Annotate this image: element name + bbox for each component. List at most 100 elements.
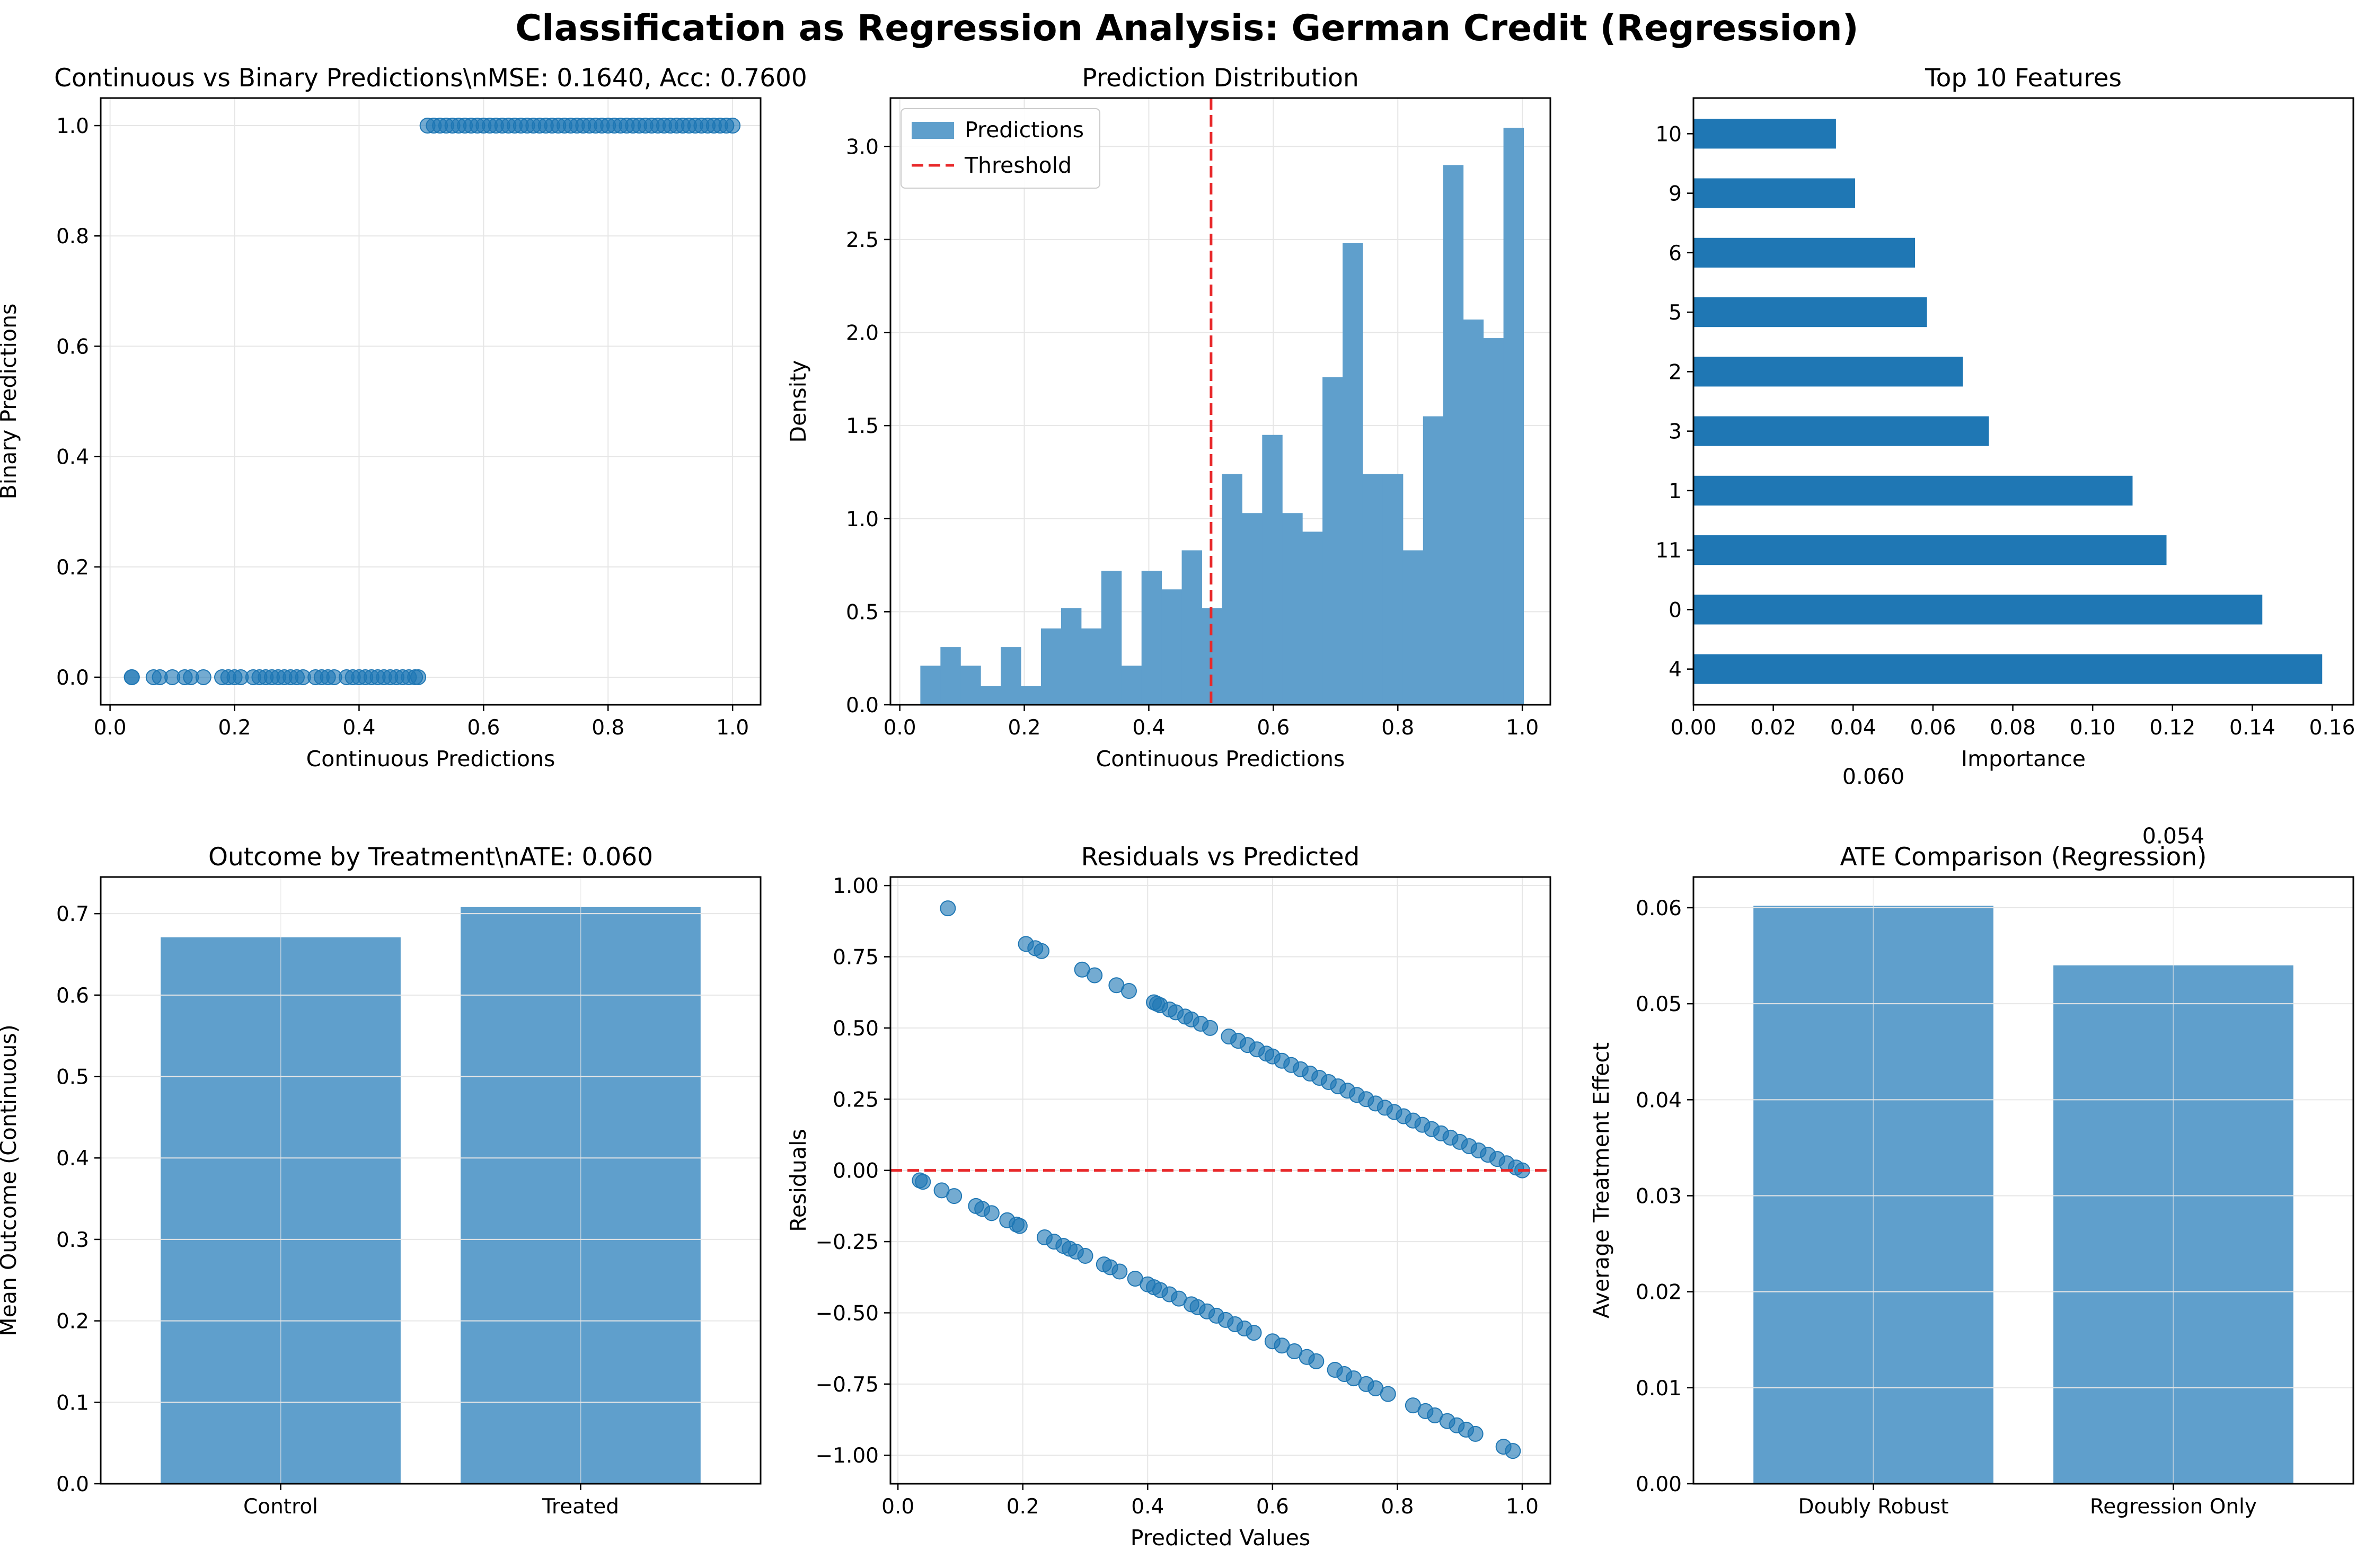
plot-prediction-distribution-bin — [960, 666, 981, 705]
plot-top-features-xtick: 0.12 — [2149, 705, 2195, 740]
plot-top-features-ytick-label: 2 — [1669, 360, 1682, 384]
plot-ate-comparison-ytick: 0.02 — [1636, 1281, 1693, 1305]
plot-continuous-vs-binary-xtick: 0.6 — [467, 705, 500, 740]
plot-top-features-bar — [1693, 654, 2323, 684]
plot-continuous-vs-binary-xtick-label: 0.0 — [94, 716, 127, 740]
plot-top-features-ytick-label: 3 — [1669, 420, 1682, 444]
plot-residuals-vs-predicted-point — [946, 1188, 963, 1204]
plot-ate-comparison-ytick: 0.06 — [1636, 897, 1693, 920]
plot-residuals-vs-predicted-point — [1246, 1325, 1262, 1341]
plot-prediction-distribution-ytick: 1.5 — [846, 414, 890, 438]
plot-continuous-vs-binary-xlabel: Continuous Predictions — [306, 746, 555, 772]
plot-residuals-vs-predicted-frame — [889, 876, 1551, 1485]
plot-residuals-vs-predicted-ytick: 0.00 — [833, 1159, 890, 1183]
plot-prediction-distribution-xtick: 0.8 — [1381, 705, 1414, 740]
plot-prediction-distribution-bin — [1423, 416, 1444, 705]
plot-residuals-vs-predicted-ylabel: Residuals — [786, 1129, 811, 1232]
plot-prediction-distribution-bin — [1181, 550, 1202, 705]
plot-prediction-distribution-ytick-label: 2.0 — [846, 322, 879, 346]
plot-top-features-ytick-label: 11 — [1655, 539, 1682, 563]
figure-title: Classification as Regression Analysis: G… — [515, 7, 1859, 49]
plot-residuals-vs-predicted-point — [1380, 1386, 1396, 1402]
plot-top-features-bar — [1693, 297, 1927, 327]
plot-top-features-xtick: 0.04 — [1830, 705, 1876, 740]
plot-residuals-vs-predicted-ytick-label: −1.00 — [815, 1444, 879, 1468]
plot-prediction-distribution-bin — [920, 666, 941, 705]
plot-outcome-by-treatment-ytick: 0.2 — [56, 1310, 101, 1334]
plot-ate-comparison-ytick: 0.01 — [1636, 1377, 1693, 1401]
plot-prediction-distribution-bin — [1061, 608, 1082, 705]
plot-residuals-vs-predicted-point — [1467, 1425, 1484, 1442]
plot-prediction-distribution-bin — [1041, 628, 1062, 705]
plot-residuals-vs-predicted-xtick: 0.8 — [1381, 1484, 1414, 1519]
plot-continuous-vs-binary-ytick-label: 0.2 — [56, 556, 89, 580]
plot-prediction-distribution-bin — [1121, 666, 1142, 705]
plot-top-features-ytick-label: 4 — [1669, 658, 1682, 682]
plot-residuals-vs-predicted-point — [1111, 1263, 1128, 1280]
plot-prediction-distribution-xtick: 0.4 — [1132, 705, 1165, 740]
plot-prediction-distribution-ytick-label: 1.0 — [846, 508, 879, 531]
plot-continuous-vs-binary-xtick-label: 1.0 — [716, 716, 749, 740]
plot-top-features-ytick: 10 — [1655, 122, 1693, 146]
plot-ate-comparison-title: ATE Comparison (Regression) — [1840, 843, 2207, 872]
plot-residuals-vs-predicted-xtick: 0.0 — [881, 1484, 914, 1519]
plot-residuals-vs-predicted-ytick-label: 0.75 — [833, 946, 879, 970]
plot-prediction-distribution-bin — [1141, 571, 1162, 705]
plot-prediction-distribution-bin — [1262, 435, 1283, 705]
plot-residuals-vs-predicted-point — [1011, 1218, 1028, 1234]
plot-top-features-bar — [1693, 357, 1963, 387]
plot-prediction-distribution-ytick-label: 0.5 — [846, 600, 879, 624]
plot-residuals-vs-predicted-ytick: 0.75 — [833, 946, 890, 970]
plot-ate-comparison-data-label: 0.054 — [2142, 823, 2204, 849]
plot-prediction-distribution-bin — [1463, 319, 1484, 705]
plot-prediction-distribution-bin — [1242, 513, 1263, 705]
plot-top-features-xtick-label: 0.06 — [1910, 716, 1956, 740]
plot-residuals-vs-predicted-point — [983, 1205, 1000, 1221]
plot-continuous-vs-binary-ytick: 0.4 — [56, 446, 101, 469]
plot-prediction-distribution-xtick-label: 0.6 — [1257, 716, 1290, 740]
plot-continuous-vs-binary-ytick: 0.0 — [56, 666, 101, 690]
plot-prediction-distribution-xtick-label: 1.0 — [1506, 716, 1539, 740]
plot-residuals-vs-predicted-ytick-label: 0.50 — [833, 1017, 879, 1041]
plot-prediction-distribution-frame — [889, 97, 1551, 706]
plot-top-features-ytick: 6 — [1669, 242, 1693, 265]
plot-top-features-bar — [1693, 595, 2263, 625]
plot-residuals-vs-predicted-xtick-label: 0.0 — [881, 1495, 914, 1519]
plot-prediction-distribution-legend: Predictions Threshold — [901, 108, 1100, 189]
plot-outcome-by-treatment-xtick: Control — [243, 1484, 318, 1519]
plot-prediction-distribution-bin — [1001, 647, 1021, 705]
plot-continuous-vs-binary-ylabel: Binary Predictions — [0, 304, 21, 500]
plot-ate-comparison-xtick-label: Doubly Robust — [1798, 1495, 1949, 1519]
plot-continuous-vs-binary-xtick-label: 0.4 — [342, 716, 375, 740]
plot-top-features-xtick: 0.08 — [1990, 705, 2036, 740]
plot-residuals-vs-predicted-point — [1120, 983, 1137, 999]
plot-residuals-vs-predicted-xtick-label: 0.4 — [1131, 1495, 1164, 1519]
plot-prediction-distribution-ytick: 2.0 — [846, 322, 890, 346]
plot-continuous-vs-binary-point — [195, 669, 211, 685]
plot-prediction-distribution-ytick: 3.0 — [846, 135, 890, 159]
plot-top-features-ytick-label: 6 — [1669, 242, 1682, 265]
plot-prediction-distribution-xtick: 0.2 — [1008, 705, 1041, 740]
plot-continuous-vs-binary-xtick: 1.0 — [716, 705, 749, 740]
plot-top-features-xtick: 0.10 — [2070, 705, 2116, 740]
plot-residuals-vs-predicted-ytick: −0.50 — [815, 1301, 890, 1325]
plot-prediction-distribution-title: Prediction Distribution — [1082, 64, 1359, 93]
plot-ate-comparison-xtick: Regression Only — [2090, 1484, 2257, 1519]
plot-continuous-vs-binary-point — [410, 669, 427, 685]
plot-top-features-ytick: 11 — [1655, 539, 1693, 563]
plot-top-features-ytick: 9 — [1669, 182, 1693, 206]
plot-residuals-vs-predicted-xtick: 1.0 — [1506, 1484, 1539, 1519]
plot-ate-comparison-ytick-label: 0.06 — [1636, 897, 1682, 920]
plot-outcome-by-treatment-ytick-label: 0.1 — [56, 1391, 89, 1415]
plot-prediction-distribution-bin — [1161, 589, 1182, 705]
plot-residuals-vs-predicted-title: Residuals vs Predicted — [1081, 843, 1360, 872]
plot-prediction-distribution-bin — [1402, 550, 1424, 705]
plot-top-features-xtick-label: 0.04 — [1830, 716, 1876, 740]
plot-residuals-vs-predicted-point — [1202, 1020, 1219, 1036]
plot-prediction-distribution-ylabel: Density — [786, 360, 811, 443]
plot-prediction-distribution-xlabel: Continuous Predictions — [1096, 746, 1345, 772]
plot-prediction-distribution-bin — [940, 647, 961, 705]
plot-continuous-vs-binary-ytick: 0.6 — [56, 335, 101, 359]
plot-residuals-vs-predicted-xtick-label: 0.8 — [1381, 1495, 1414, 1519]
plot-prediction-distribution-xtick-label: 0.0 — [884, 716, 916, 740]
